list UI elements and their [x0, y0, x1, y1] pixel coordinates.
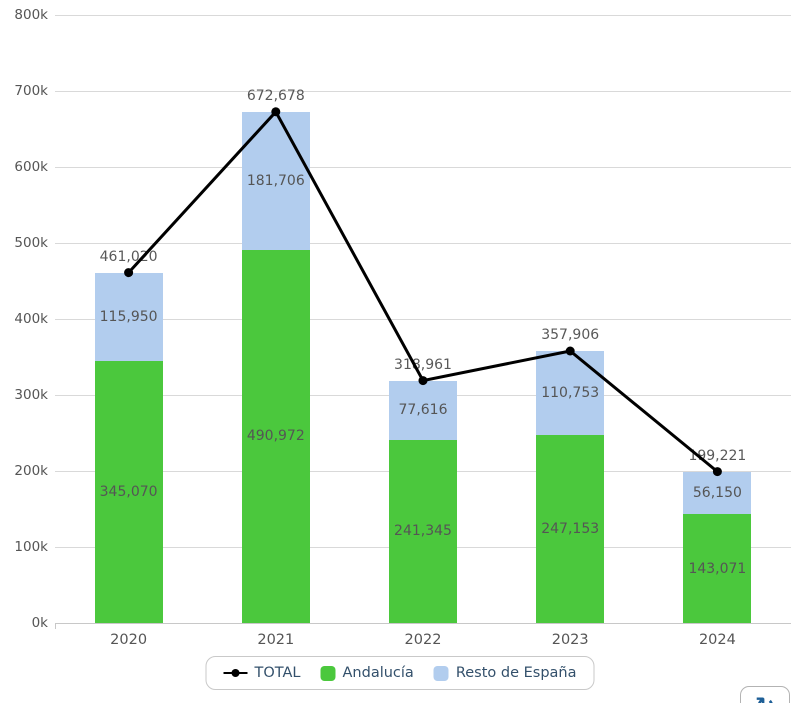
bar-segment-andalucia-2024[interactable]: [683, 514, 752, 623]
gridline: [55, 167, 791, 168]
gridline: [55, 243, 791, 244]
total-value-label: 318,961: [394, 356, 452, 373]
andalucia-swatch-icon: [320, 665, 336, 681]
total-point-marker-2021[interactable]: [271, 107, 281, 117]
andalucia-value-label: 241,345: [394, 523, 452, 540]
legend: TOTAL Andalucía Resto de España: [205, 656, 595, 690]
resto-swatch-icon: [433, 665, 449, 681]
legend-label-andalucia: Andalucía: [342, 665, 414, 681]
x-axis-line: [55, 623, 791, 624]
resto-value-label: 115,950: [99, 308, 158, 325]
resto-value-label: 56,150: [692, 484, 742, 501]
legend-item-total[interactable]: TOTAL: [223, 665, 301, 681]
total-point-marker-2022[interactable]: [418, 376, 428, 386]
resto-value-label: 181,706: [246, 172, 305, 189]
y-axis-label: 100k: [14, 539, 48, 555]
x-axis-label: 2022: [404, 632, 442, 648]
y-axis-label: 0k: [31, 615, 48, 631]
andalucia-value-label: 490,972: [246, 428, 305, 445]
y-axis-label: 200k: [14, 463, 48, 479]
y-axis-label: 300k: [14, 387, 48, 403]
legend-label-total: TOTAL: [254, 665, 301, 681]
total-value-label: 672,678: [246, 87, 305, 104]
y-axis-label: 400k: [14, 311, 48, 327]
legend-item-andalucia[interactable]: Andalucía: [320, 665, 414, 681]
y-axis-label: 500k: [14, 235, 48, 251]
total-point-marker-2023[interactable]: [565, 346, 575, 356]
refresh-icon: ↻: [755, 694, 775, 703]
andalucia-value-label: 143,071: [688, 560, 747, 577]
andalucia-value-label: 345,070: [99, 483, 158, 500]
x-axis-label: 2023: [551, 632, 589, 648]
legend-label-resto: Resto de España: [455, 665, 577, 681]
total-value-label: 357,906: [541, 326, 600, 343]
resto-value-label: 77,616: [398, 402, 448, 419]
gridline: [55, 91, 791, 92]
y-axis-label: 700k: [14, 83, 48, 99]
legend-item-resto[interactable]: Resto de España: [433, 665, 577, 681]
andalucia-value-label: 247,153: [541, 521, 600, 538]
y-axis-label: 600k: [14, 159, 48, 175]
total-value-label: 199,221: [688, 447, 747, 464]
gridline: [55, 15, 791, 16]
total-point-marker-2020[interactable]: [124, 268, 134, 278]
bar-segment-resto-2024[interactable]: [683, 471, 752, 515]
y-axis-label: 800k: [14, 7, 48, 23]
total-line-marker-icon: [223, 668, 248, 678]
resto-value-label: 110,753: [541, 385, 600, 402]
x-axis-label: 2020: [110, 632, 148, 648]
total-point-marker-2024[interactable]: [712, 467, 722, 477]
total-value-label: 461,020: [99, 248, 158, 265]
refresh-button[interactable]: ↻: [740, 686, 790, 703]
x-axis-label: 2021: [257, 632, 295, 648]
x-axis-label: 2024: [698, 632, 736, 648]
x-axis-tick: [55, 623, 56, 629]
